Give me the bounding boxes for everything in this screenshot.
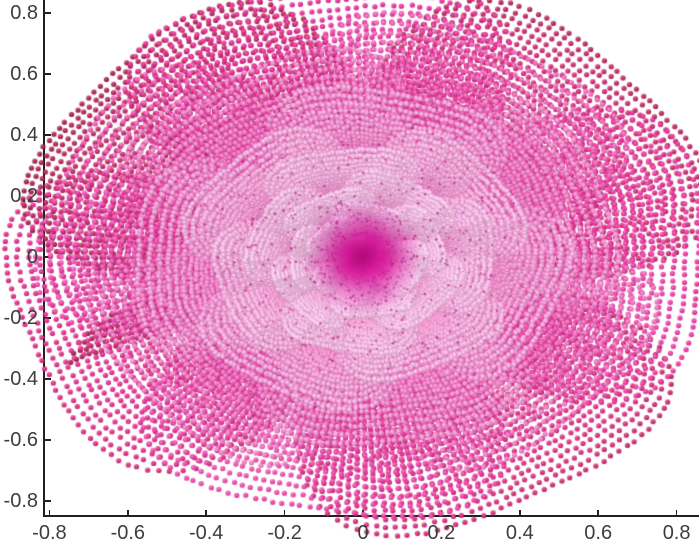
y-tick-label: 0.8 — [10, 2, 38, 24]
y-tick-label: 0 — [26, 246, 38, 268]
x-tick-label: -0.2 — [267, 522, 302, 544]
y-tick-label: 0.6 — [10, 63, 38, 85]
x-tick-label: 0 — [357, 522, 369, 544]
x-tick-label: -0.4 — [188, 522, 224, 544]
y-tick-label: 0.2 — [10, 185, 38, 207]
x-tick-label: 0.2 — [427, 522, 456, 544]
x-tick-label: 0.8 — [662, 522, 691, 544]
x-tick-label: -0.8 — [32, 522, 67, 544]
x-tick-label: -0.6 — [110, 522, 146, 544]
y-tick-label: 0.4 — [10, 124, 38, 146]
y-tick-label: -0.6 — [3, 429, 38, 451]
y-tick-label: -0.2 — [3, 307, 38, 329]
y-tick-label: -0.8 — [3, 490, 38, 512]
x-tick-label: 0.4 — [505, 522, 534, 544]
x-tick-label: 0.6 — [584, 522, 613, 544]
y-tick-label: -0.4 — [3, 368, 38, 390]
